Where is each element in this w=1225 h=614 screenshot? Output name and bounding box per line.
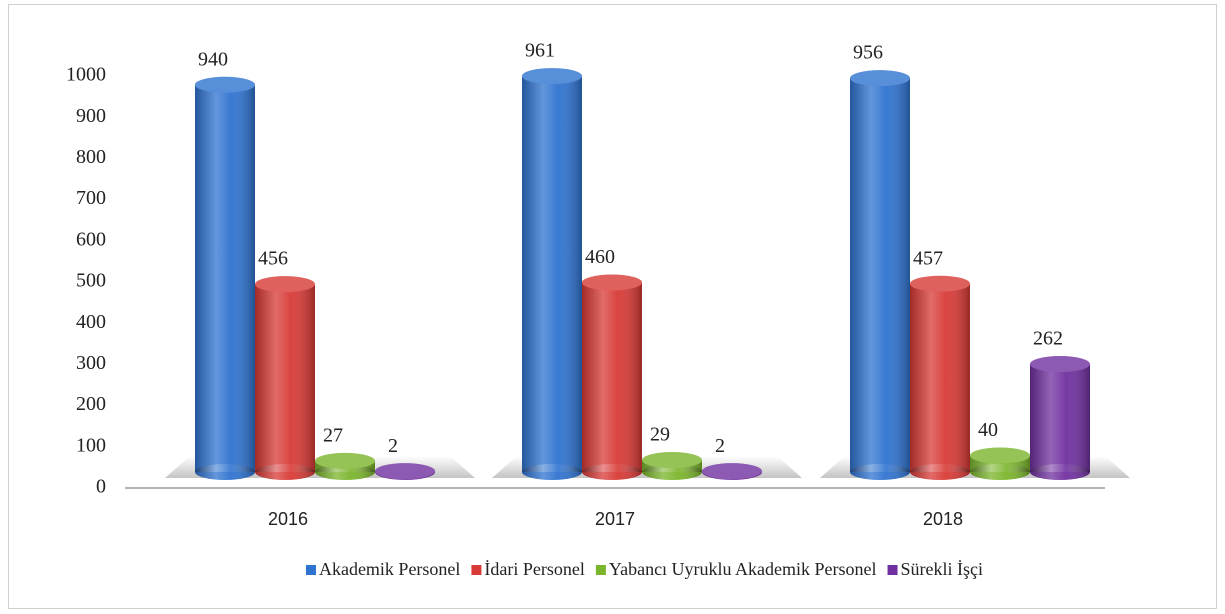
legend: Akademik Personel İdari Personel Yabancı U… (305, 559, 984, 579)
cylinder-top-highlight (375, 463, 435, 480)
cylinder (642, 452, 702, 480)
cylinder-base-shade (582, 464, 642, 480)
cylinder-top-highlight (910, 275, 970, 292)
cylinder-top (195, 76, 255, 93)
cylinder-top (522, 68, 582, 85)
legend-label: Sürekli İşçi (901, 559, 984, 579)
cylinder (702, 463, 762, 480)
y-tick-label: 0 (96, 476, 106, 498)
y-tick-label: 400 (76, 311, 106, 333)
value-label: 456 (258, 248, 288, 270)
cylinder-base-shade (850, 464, 910, 480)
legend-marker (471, 565, 482, 575)
legend-label: Akademik Personel (319, 559, 460, 579)
legend-label: İdari Personel (484, 559, 584, 579)
legend-marker (887, 565, 898, 575)
y-tick-label: 1000 (66, 64, 106, 86)
cylinder (1030, 356, 1090, 480)
cylinder-top (315, 452, 375, 469)
value-label: 961 (525, 40, 555, 62)
value-label: 940 (198, 48, 228, 70)
cylinder-top-highlight (1030, 356, 1090, 373)
cylinder-top (970, 447, 1030, 464)
cylinder-top-highlight (702, 463, 762, 480)
y-tick-label: 600 (76, 228, 106, 250)
legend-label: Yabancı Uyruklu Akademik Personel (609, 559, 877, 579)
value-label: 2 (715, 435, 725, 457)
cylinder-base-shade (970, 464, 1030, 480)
cylinder-top-highlight (970, 447, 1030, 464)
y-tick-label: 200 (76, 393, 106, 415)
cylinder-top (702, 463, 762, 480)
y-tick-label: 100 (76, 434, 106, 456)
cylinder-base-shade (255, 464, 315, 480)
cylinder (315, 452, 375, 480)
cylinder-top-highlight (195, 76, 255, 93)
y-tick-label: 900 (76, 105, 106, 127)
value-label: 262 (1033, 328, 1063, 350)
cylinder-top (642, 452, 702, 469)
cylinder-top (582, 274, 642, 291)
cylinder-top-highlight (315, 452, 375, 469)
cylinder-base-shade (522, 464, 582, 480)
value-label: 457 (913, 247, 943, 269)
cylinder-base-shade (1030, 464, 1090, 480)
value-label: 2 (388, 435, 398, 457)
y-tick-label: 300 (76, 352, 106, 374)
cylinder-base-shade (910, 464, 970, 480)
cylinder (850, 70, 910, 480)
cylinder-top-highlight (255, 276, 315, 293)
y-tick-label: 800 (76, 146, 106, 168)
cylinder-top (850, 70, 910, 87)
cylinder (910, 275, 970, 480)
cylinder (375, 463, 435, 480)
x-tick-label: 2018 (923, 509, 963, 529)
y-tick-label: 500 (76, 270, 106, 292)
cylinder-top (255, 276, 315, 293)
cylinder-base-shade (195, 464, 255, 480)
cylinder (970, 447, 1030, 480)
x-tick-label: 2016 (268, 509, 308, 529)
cylinder (582, 274, 642, 480)
value-label: 29 (650, 424, 670, 446)
bar-shade (582, 282, 642, 472)
legend-marker (595, 565, 606, 575)
cylinder-top (375, 463, 435, 480)
cylinder-top (910, 275, 970, 292)
bar-shade (195, 84, 255, 472)
legend-marker (305, 565, 316, 575)
x-tick-label: 2017 (595, 509, 635, 529)
bar-shade (255, 284, 315, 472)
cylinder-top-highlight (642, 452, 702, 469)
cylinder-top-highlight (850, 70, 910, 87)
cylinder (255, 276, 315, 480)
cylinder-base-shade (642, 464, 702, 480)
value-label: 27 (323, 424, 343, 446)
bar-shade (850, 78, 910, 473)
cylinder-top-highlight (582, 274, 642, 291)
value-label: 956 (853, 42, 883, 64)
cylinder-top (1030, 356, 1090, 373)
cylinder-base-shade (315, 464, 375, 480)
cylinder (195, 76, 255, 480)
cylinder (522, 68, 582, 480)
bar-shade (910, 283, 970, 472)
bar-shade (522, 76, 582, 473)
y-tick-label: 700 (76, 187, 106, 209)
value-label: 40 (978, 419, 998, 441)
bar-shade (1030, 364, 1090, 472)
cylinder-top-highlight (522, 68, 582, 85)
value-label: 460 (585, 246, 615, 268)
